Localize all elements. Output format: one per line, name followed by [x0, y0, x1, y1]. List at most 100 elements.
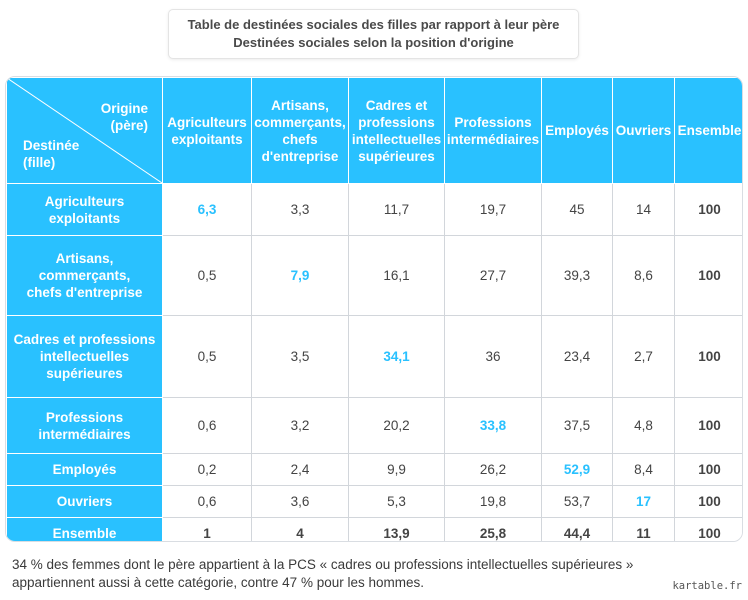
- table-row: Cadres et professions intellectuelles supé…: [6, 315, 742, 398]
- column-header-line: commerçants,: [254, 114, 346, 130]
- table-cell: 100: [674, 397, 742, 454]
- table-cell: 5,3: [348, 485, 445, 518]
- corner-diagonal: [7, 78, 162, 183]
- title-line-2: Destinées sociales selon la position d'o…: [233, 35, 514, 50]
- corner-origin-label: Origine (père): [100, 101, 148, 133]
- column-header: Ensemble: [674, 77, 742, 184]
- table-cell: 23,4: [541, 315, 613, 398]
- title-line-1: Table de destinées sociales des filles p…: [187, 17, 560, 32]
- table-cell: 27,7: [444, 235, 542, 316]
- column-header-line: Agriculteurs: [167, 114, 247, 130]
- footnote: 34 % des femmes dont le père appartient …: [12, 556, 732, 592]
- column-header-line: d'entreprise: [261, 148, 339, 164]
- row-header-line: chefs d'entreprise: [26, 285, 143, 300]
- table-cell: 7,9: [251, 235, 349, 316]
- row-header-line: Cadres et professions: [13, 332, 156, 347]
- table-cell: 0,5: [162, 235, 252, 316]
- row-header-line: intermédiaires: [38, 426, 131, 442]
- corner-cell: Origine (père) Destinée (fille): [6, 77, 163, 184]
- row-header-line: Ouvriers: [56, 494, 113, 509]
- table-cell: 100: [674, 183, 742, 236]
- header-row: Origine (père) Destinée (fille) Agricult…: [6, 77, 742, 184]
- table-cell: 0,2: [162, 453, 252, 486]
- table-cell: 100: [674, 517, 742, 541]
- column-header-line: exploitants: [171, 131, 243, 147]
- table-cell: 100: [674, 235, 742, 316]
- table-cell: 4: [251, 517, 349, 541]
- mobility-table: Origine (père) Destinée (fille) Agricult…: [6, 77, 742, 541]
- table-cell: 2,7: [612, 315, 675, 398]
- table-cell: 3,6: [251, 485, 349, 518]
- row-header: Ensemble: [6, 517, 163, 541]
- row-header-line: Agriculteurs: [44, 193, 125, 209]
- row-header: Employés: [6, 453, 163, 486]
- table-row: Artisans, commerçants, chefs d'entreprise 0…: [6, 235, 742, 316]
- table-cell: 25,8: [444, 517, 542, 541]
- column-header: Professions intermédiaires: [444, 77, 542, 184]
- table-cell: 100: [674, 315, 742, 398]
- column-header-line: Ouvriers: [615, 123, 672, 138]
- table-cell: 44,4: [541, 517, 613, 541]
- row-header-line: Ensemble: [52, 526, 117, 541]
- table-cell: 19,8: [444, 485, 542, 518]
- table-cell: 53,7: [541, 485, 613, 518]
- column-header: Employés: [541, 77, 613, 184]
- table-cell: 11: [612, 517, 675, 541]
- column-header: Cadres et professions intellectuelles supér…: [348, 77, 445, 184]
- row-header-line: Artisans,: [55, 251, 114, 266]
- table-row: Ouvriers 0,6 3,6 5,3 19,8 53,7 17 100: [6, 485, 742, 518]
- row-header-line: intellectuelles: [39, 349, 130, 364]
- row-header-line: commerçants,: [38, 268, 131, 283]
- watermark: kartable.fr: [672, 580, 742, 592]
- column-header-line: professions: [358, 114, 435, 130]
- table-cell: 20,2: [348, 397, 445, 454]
- table-cell: 52,9: [541, 453, 613, 486]
- table-cell: 34,1: [348, 315, 445, 398]
- table-body: Agriculteurs exploitants 6,3 3,3 11,7 19,7 45 1…: [6, 183, 742, 541]
- table-cell: 37,5: [541, 397, 613, 454]
- column-header: Artisans, commerçants, chefs d'entreprise: [251, 77, 349, 184]
- row-header-line: Professions: [45, 409, 124, 425]
- table-cell: 9,9: [348, 453, 445, 486]
- column-header-line: intermédiaires: [446, 131, 540, 147]
- table-cell: 36: [444, 315, 542, 398]
- row-header-line: Employés: [52, 462, 117, 477]
- column-header-line: Artisans,: [271, 97, 329, 113]
- table-cell: 4,8: [612, 397, 675, 454]
- row-header-line: exploitants: [48, 210, 121, 226]
- row-header: Agriculteurs exploitants: [6, 183, 163, 236]
- table-cell: 6,3: [162, 183, 252, 236]
- table-cell: 8,4: [612, 453, 675, 486]
- column-header-line: Employés: [545, 123, 609, 138]
- column-header-line: Ensemble: [677, 123, 742, 138]
- table-cell: 13,9: [348, 517, 445, 541]
- table-cell: 8,6: [612, 235, 675, 316]
- row-header-line: supérieures: [46, 366, 123, 381]
- table-cell: 1: [162, 517, 252, 541]
- column-header-line: chefs: [282, 131, 318, 147]
- table-row: Ensemble 1 4 13,9 25,8 44,4 11 100: [6, 517, 742, 541]
- mobility-table-container: Origine (père) Destinée (fille) Agricult…: [5, 76, 743, 542]
- table-cell: 39,3: [541, 235, 613, 316]
- table-cell: 100: [674, 485, 742, 518]
- table-cell: 16,1: [348, 235, 445, 316]
- table-cell: 0,6: [162, 397, 252, 454]
- table-cell: 11,7: [348, 183, 445, 236]
- table-cell: 17: [612, 485, 675, 518]
- row-header: Ouvriers: [6, 485, 163, 518]
- corner-destination-label: Destinée (fille): [23, 138, 80, 170]
- column-header: Ouvriers: [612, 77, 675, 184]
- row-header: Professions intermédiaires: [6, 397, 163, 454]
- table-cell: 45: [541, 183, 613, 236]
- row-header: Artisans, commerçants, chefs d'entreprise: [6, 235, 163, 316]
- footnote-line-1: 34 % des femmes dont le père appartient …: [12, 557, 634, 572]
- table-cell: 100: [674, 453, 742, 486]
- table-row: Professions intermédiaires 0,6 3,2 20,2 33,8 3…: [6, 397, 742, 454]
- table-cell: 3,5: [251, 315, 349, 398]
- table-cell: 3,3: [251, 183, 349, 236]
- footnote-line-2: appartiennent aussi à cette catégorie, c…: [12, 575, 424, 590]
- column-header-line: supérieures: [358, 148, 435, 164]
- table-cell: 33,8: [444, 397, 542, 454]
- table-cell: 0,5: [162, 315, 252, 398]
- table-title: Table de destinées sociales des filles p…: [168, 9, 579, 59]
